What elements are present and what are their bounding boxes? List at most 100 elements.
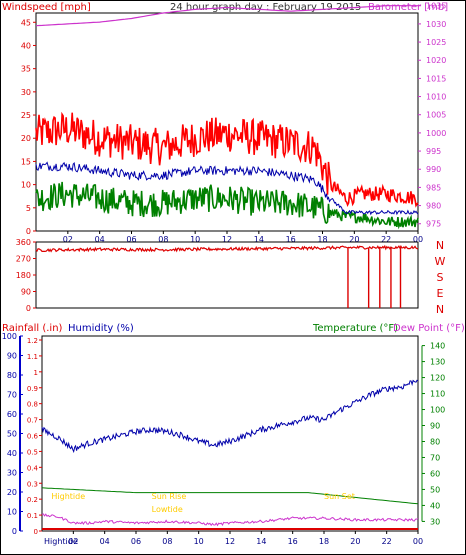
temperature-tick-label: 100 — [430, 406, 445, 415]
rainfall-tick-label: 0.9 — [27, 385, 38, 393]
rainfall-tick-label: 1.2 — [27, 337, 38, 345]
rainfall-tick-label: 0.2 — [27, 496, 38, 504]
x-tick-label: 12 — [222, 235, 232, 244]
humidity-tick-label: 10 — [7, 508, 17, 517]
humidity-tick-label: 90 — [7, 352, 17, 361]
barometer-tick-label: 1030 — [426, 20, 446, 29]
rainfall-tick-label: 0 — [34, 528, 38, 536]
direction-tick-label: 0 — [26, 304, 31, 313]
rainfall-tick-label: 0.5 — [27, 448, 38, 456]
dewpoint-line — [41, 513, 419, 527]
temperature-tick-label: 30 — [430, 517, 440, 526]
barometer-tick-label: 1020 — [426, 56, 446, 65]
temperature-tick-label: 110 — [430, 390, 445, 399]
humidity-tick-label: 0 — [12, 527, 17, 536]
x-tick-label: 16 — [288, 537, 298, 546]
rainfall-tick-label: 0.4 — [27, 464, 39, 472]
barometer-tick-label: 975 — [426, 220, 441, 229]
humidity-tick-label: 70 — [7, 391, 17, 400]
x-tick-label: 22 — [381, 235, 391, 244]
temperature-tick-label: 40 — [430, 501, 440, 510]
rainfall-label: Rainfall (.in) — [2, 323, 63, 334]
compass-label: E — [437, 287, 444, 300]
x-tick-label: 02 — [63, 235, 73, 244]
compass-label: N — [436, 303, 444, 316]
x-tick-label: 10 — [194, 537, 204, 546]
chart-title: 24 hour graph day : February 19 2015 — [170, 2, 361, 13]
panel1-x-axis: 02 04 06 08 10 12 14 16 18 20 22 00 — [63, 231, 423, 244]
windspeed-tick-label: 25 — [21, 111, 31, 120]
windspeed-tick-label: 10 — [21, 181, 31, 190]
direction-tick-label: 360 — [16, 238, 31, 247]
rainfall-tick-label: 1 — [34, 369, 38, 377]
panel2-left-axis: 0 90 180 270 360 — [16, 238, 36, 313]
windspeed-low-line — [35, 181, 419, 230]
x-tick-label: 18 — [317, 235, 327, 244]
barometer-tick-label: 1015 — [426, 74, 446, 83]
barometer-label: Barometer [mb] — [368, 2, 448, 13]
windspeed-tick-label: 40 — [21, 41, 31, 50]
panel1-right-axis: 975 980 985 990 995 1000 1005 1010 1015 1020 1025 1… — [418, 2, 446, 229]
x-tick-label: 08 — [162, 537, 172, 546]
barometer-tick-label: 1010 — [426, 93, 446, 102]
barometer-tick-label: 1005 — [426, 111, 446, 120]
x-tick-label: 20 — [350, 537, 360, 546]
x-tick-label: 16 — [286, 235, 296, 244]
rainfall-tick-label: 1.1 — [27, 353, 38, 361]
temperature-tick-label: 60 — [430, 469, 440, 478]
direction-line — [35, 244, 419, 253]
humidity-tick-label: 80 — [7, 371, 17, 380]
windspeed-gust-line — [35, 111, 419, 208]
barometer-tick-label: 990 — [426, 165, 441, 174]
humidity-line — [41, 379, 419, 454]
x-first-label: Hightide — [44, 537, 78, 546]
barometer-tick-label: 1035 — [426, 2, 446, 11]
x-tick-label: 18 — [319, 537, 329, 546]
x-tick-label: 06 — [126, 235, 136, 244]
temperature-tick-label: 120 — [430, 374, 445, 383]
x-tick-label: 12 — [225, 537, 235, 546]
windspeed-label: Windspeed [mph] — [2, 2, 91, 13]
tide-sun-annotation: Lowtide — [152, 505, 183, 514]
temperature-tick-label: 90 — [430, 422, 440, 431]
temperature-label: Temperature (°F) — [312, 323, 398, 334]
x-tick-label: 10 — [190, 235, 200, 244]
tide-sun-annotation: Hightide — [51, 492, 85, 501]
panel3-left-axis: 0 10 20 30 40 50 60 70 80 90 100 0 0.1 0.2 0.3 0.4 0.5 0.… — [2, 332, 42, 536]
x-tick-label: 04 — [100, 537, 110, 546]
x-tick-label: 06 — [131, 537, 141, 546]
tide-sun-annotation: Sun Set — [324, 492, 355, 501]
windspeed-tick-label: 20 — [21, 134, 31, 143]
panel3-right-axis: 30 40 50 60 70 80 90 100 110 120 130 140 — [421, 342, 445, 526]
humidity-tick-label: 30 — [7, 469, 17, 478]
temperature-tick-label: 130 — [430, 358, 445, 367]
x-tick-label: 00 — [413, 537, 423, 546]
barometer-tick-label: 995 — [426, 147, 441, 156]
humidity-tick-label: 40 — [7, 449, 17, 458]
windspeed-tick-label: 5 — [26, 204, 31, 213]
x-tick-label: 08 — [158, 235, 168, 244]
x-tick-label: 22 — [382, 537, 392, 546]
x-tick-label: 20 — [349, 235, 359, 244]
x-tick-label: 00 — [413, 235, 423, 244]
direction-tick-label: 90 — [21, 288, 31, 297]
direction-tick-label: 180 — [16, 271, 31, 280]
x-tick-label: 02 — [68, 537, 78, 546]
windspeed-tick-label: 30 — [21, 88, 31, 97]
temperature-tick-label: 70 — [430, 453, 440, 462]
windspeed-average-line — [35, 161, 419, 216]
humidity-tick-label: 100 — [2, 332, 17, 341]
compass-label: W — [435, 255, 446, 268]
rainfall-tick-label: 0.1 — [27, 512, 38, 520]
temperature-tick-label: 140 — [430, 342, 445, 351]
barometer-line — [35, 5, 418, 27]
compass-label: S — [437, 271, 444, 284]
panel2-series — [35, 244, 419, 308]
compass-label: N — [436, 239, 444, 252]
windspeed-tick-label: 0 — [26, 227, 31, 236]
panel2-plot-area — [35, 241, 419, 309]
panel3-series — [41, 379, 419, 530]
rainfall-tick-label: 0.8 — [27, 401, 38, 409]
